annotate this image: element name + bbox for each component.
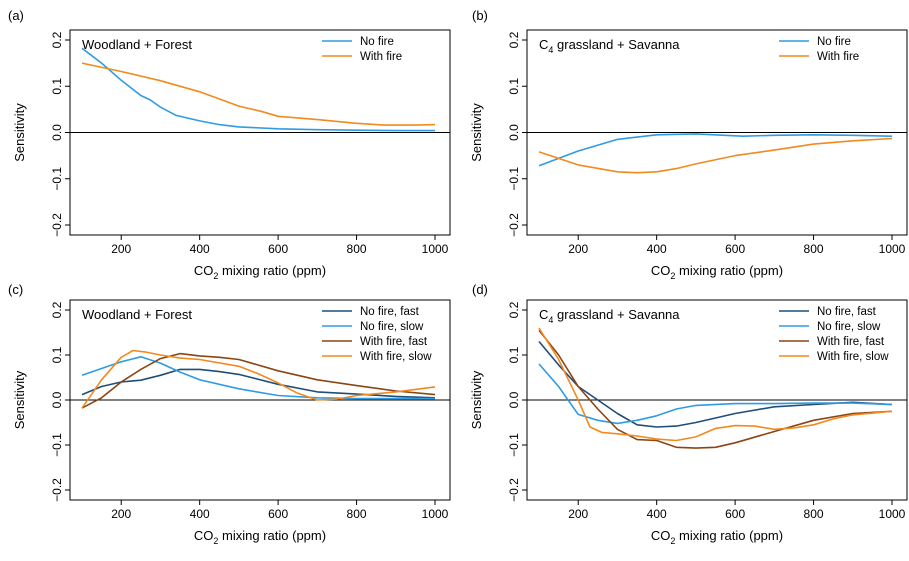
y-tick-label: 0.2 [50, 301, 64, 318]
x-tick-label: 200 [111, 242, 131, 256]
x-tick-label: 800 [347, 507, 367, 521]
y-axis-title: Sensitivity [12, 370, 27, 429]
x-axis-title: CO2 mixing ratio (ppm) [194, 263, 326, 281]
y-tick-label: 0.1 [507, 346, 521, 363]
panel-a: 200 400 600 800 1000 −0.2 −0.1 0.0 0.1 0.2 Sensiti… [8, 8, 451, 281]
panel-b: 200 400 600 800 1000 −0.2 −0.1 0.0 0.1 0.2 Sensiti… [469, 8, 908, 281]
y-tick-label: 0.1 [50, 78, 64, 95]
x-tick-label: 1000 [879, 242, 906, 256]
y-tick-label: 0.0 [507, 391, 521, 408]
legend-label: With fire [360, 51, 402, 63]
panel-title: Woodland + Forest [82, 307, 192, 322]
series-line-no-fire [538, 133, 893, 167]
y-tick-label: −0.2 [50, 478, 64, 502]
panel-c: 200 400 600 800 1000 −0.2 −0.1 0.0 0.1 0.2 Sensiti… [8, 282, 451, 546]
y-axis-title: Sensitivity [12, 103, 27, 162]
legend-label: No fire, fast [817, 306, 877, 318]
series-line-no-fire-slow [81, 355, 435, 400]
panel-title: C4 grassland + Savanna [539, 37, 680, 55]
x-tick-label: 1000 [422, 507, 449, 521]
series-line-no-fire [81, 47, 435, 132]
series-line-with-fire [538, 137, 893, 174]
x-tick-label: 200 [568, 242, 588, 256]
x-axis-title: CO2 mixing ratio (ppm) [194, 528, 326, 546]
series-line-no-fire-fast [538, 340, 893, 428]
legend-label: With fire, fast [817, 336, 885, 348]
x-tick-label: 600 [725, 507, 745, 521]
legend-label: With fire, slow [817, 351, 889, 363]
x-tick-label: 400 [190, 507, 210, 521]
x-tick-label: 1000 [422, 242, 449, 256]
x-tick-label: 800 [804, 242, 824, 256]
x-tick-label: 1000 [879, 507, 906, 521]
y-tick-label: −0.1 [507, 433, 521, 457]
y-tick-label: 0.1 [507, 78, 521, 95]
legend-label: With fire, fast [360, 336, 428, 348]
y-tick-label: 0.0 [50, 124, 64, 141]
panel-title: C4 grassland + Savanna [539, 307, 680, 325]
y-tick-label: −0.2 [50, 213, 64, 237]
panel-letter: (d) [472, 282, 488, 297]
y-tick-label: −0.2 [507, 213, 521, 237]
series-line-with-fire-slow [538, 327, 893, 442]
y-tick-label: −0.1 [50, 433, 64, 457]
x-tick-label: 400 [190, 242, 210, 256]
y-tick-label: −0.2 [507, 478, 521, 502]
legend-label: No fire [817, 36, 851, 48]
series-line-no-fire-fast [81, 368, 436, 399]
x-tick-label: 400 [647, 507, 667, 521]
x-tick-label: 600 [725, 242, 745, 256]
x-tick-label: 200 [111, 507, 131, 521]
y-tick-label: 0.1 [50, 346, 64, 363]
panel-title: Woodland + Forest [82, 37, 192, 52]
legend-label: No fire, fast [360, 306, 420, 318]
legend-label: With fire, slow [360, 351, 432, 363]
x-tick-label: 600 [268, 507, 288, 521]
y-tick-label: −0.1 [50, 167, 64, 191]
x-tick-label: 800 [347, 242, 367, 256]
x-tick-label: 600 [268, 242, 288, 256]
series-line-with-fire-fast [81, 352, 436, 409]
x-tick-label: 400 [647, 242, 667, 256]
x-tick-label: 800 [804, 507, 824, 521]
y-axis-title: Sensitivity [469, 103, 484, 162]
series-line-no-fire-slow [538, 363, 893, 425]
legend-label: No fire, slow [817, 321, 881, 333]
y-tick-label: 0.2 [50, 31, 64, 48]
y-tick-label: 0.2 [507, 31, 521, 48]
panel-letter: (b) [472, 8, 488, 23]
y-tick-label: 0.2 [507, 301, 521, 318]
series-line-with-fire-fast [538, 329, 893, 449]
legend-label: No fire, slow [360, 321, 424, 333]
legend-label: With fire [817, 51, 859, 63]
y-tick-label: 0.0 [50, 391, 64, 408]
x-tick-label: 200 [568, 507, 588, 521]
legend-label: No fire [360, 36, 394, 48]
y-tick-label: 0.0 [507, 124, 521, 141]
x-axis-title: CO2 mixing ratio (ppm) [651, 263, 783, 281]
series-line-with-fire-slow [81, 349, 436, 409]
panel-d: 200 400 600 800 1000 −0.2 −0.1 0.0 0.1 0.2 Sensiti… [469, 282, 908, 546]
y-tick-label: −0.1 [507, 167, 521, 191]
series-line-with-fire [81, 62, 436, 126]
panel-letter: (c) [8, 282, 23, 297]
x-axis-title: CO2 mixing ratio (ppm) [651, 528, 783, 546]
y-axis-title: Sensitivity [469, 370, 484, 429]
panel-letter: (a) [8, 8, 24, 23]
